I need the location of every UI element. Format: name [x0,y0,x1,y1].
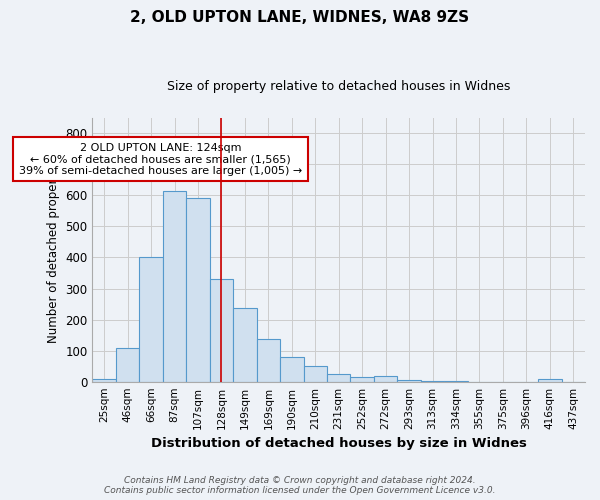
Y-axis label: Number of detached properties: Number of detached properties [47,156,60,342]
Text: 2, OLD UPTON LANE, WIDNES, WA8 9ZS: 2, OLD UPTON LANE, WIDNES, WA8 9ZS [130,10,470,25]
Bar [350,376,374,382]
Title: Size of property relative to detached houses in Widnes: Size of property relative to detached ho… [167,80,511,93]
Bar [421,381,444,382]
X-axis label: Distribution of detached houses by size in Widnes: Distribution of detached houses by size … [151,437,527,450]
Bar [92,379,116,382]
Text: Contains HM Land Registry data © Crown copyright and database right 2024.
Contai: Contains HM Land Registry data © Crown c… [104,476,496,495]
Bar [139,256,163,382]
Bar [233,308,257,382]
Text: 2 OLD UPTON LANE: 124sqm
← 60% of detached houses are smaller (1,565)
39% of sem: 2 OLD UPTON LANE: 124sqm ← 60% of detach… [19,142,302,176]
Bar [304,366,327,382]
Bar [397,380,421,382]
Bar [116,348,139,382]
Bar [257,339,280,382]
Bar [327,374,350,382]
Bar [209,279,233,382]
Bar [374,376,397,382]
Bar [280,357,304,382]
Bar [538,379,562,382]
Bar [186,198,209,382]
Bar [163,191,186,382]
